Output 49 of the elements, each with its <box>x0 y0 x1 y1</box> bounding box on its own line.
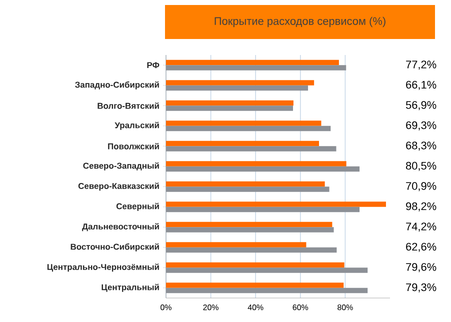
bar <box>166 242 306 248</box>
chart-title: Покрытие расходов сервисом (%) <box>214 16 386 28</box>
bar <box>166 100 294 106</box>
data-label: 70,9% <box>406 182 436 192</box>
bar <box>166 60 339 66</box>
y-tick-label: РФ <box>147 62 160 68</box>
y-tick-label: Восточно-Сибирский <box>70 243 159 252</box>
bar <box>166 106 294 111</box>
data-label: 56,9% <box>406 101 436 110</box>
data-label: 80,5% <box>406 162 436 171</box>
y-tick-label: Центрально-Чернозёмный <box>47 264 159 272</box>
y-tick-label: Дальневосточный <box>82 223 159 232</box>
y-tick-label: Северо-Кавказский <box>78 182 159 191</box>
y-tick-label: Северный <box>116 202 159 211</box>
bar <box>166 161 346 166</box>
y-tick-label: Волго-Вятский <box>98 102 159 109</box>
bar <box>166 80 314 86</box>
bar <box>166 181 325 187</box>
bar <box>166 282 344 288</box>
bar <box>166 202 386 207</box>
data-label: 79,6% <box>406 263 436 272</box>
data-label: 79,3% <box>406 283 436 292</box>
data-label: 74,2% <box>406 222 436 232</box>
bar <box>166 120 322 126</box>
bar <box>166 227 334 232</box>
bar <box>166 186 330 192</box>
bar <box>166 268 368 273</box>
data-label: 77,2% <box>406 60 436 70</box>
y-tick-label: Западно-Сибирский <box>75 81 159 90</box>
bar <box>166 206 360 212</box>
bar <box>166 247 337 253</box>
bar <box>166 140 319 146</box>
data-label: 66,1% <box>406 80 436 90</box>
data-label: 69,3% <box>406 121 436 130</box>
bar <box>166 166 360 172</box>
bar <box>166 222 332 228</box>
bar <box>166 288 368 294</box>
bar <box>166 85 308 91</box>
y-tick-label: Центральный <box>102 284 159 292</box>
y-tick-label: Уральский <box>114 122 159 130</box>
data-label: 68,3% <box>406 142 436 151</box>
bar <box>166 146 336 152</box>
bar <box>166 262 344 268</box>
data-label: 98,2% <box>406 202 436 212</box>
bar <box>166 65 346 70</box>
data-label: 62,6% <box>406 242 436 252</box>
y-tick-label: Северо-Западный <box>83 162 159 170</box>
y-tick-label: Поволжский <box>108 142 159 150</box>
bar <box>166 126 331 132</box>
